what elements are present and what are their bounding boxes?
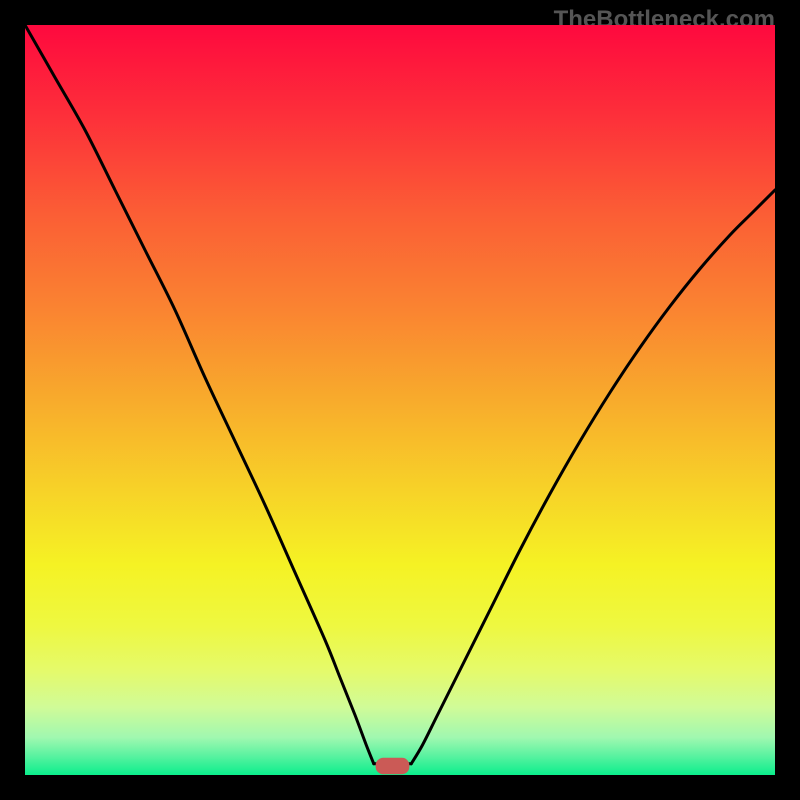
chart-container: TheBottleneck.com (0, 0, 800, 800)
chart-area (25, 25, 775, 775)
bottleneck-marker (376, 758, 410, 775)
chart-background (25, 25, 775, 775)
bottleneck-chart (25, 25, 775, 775)
